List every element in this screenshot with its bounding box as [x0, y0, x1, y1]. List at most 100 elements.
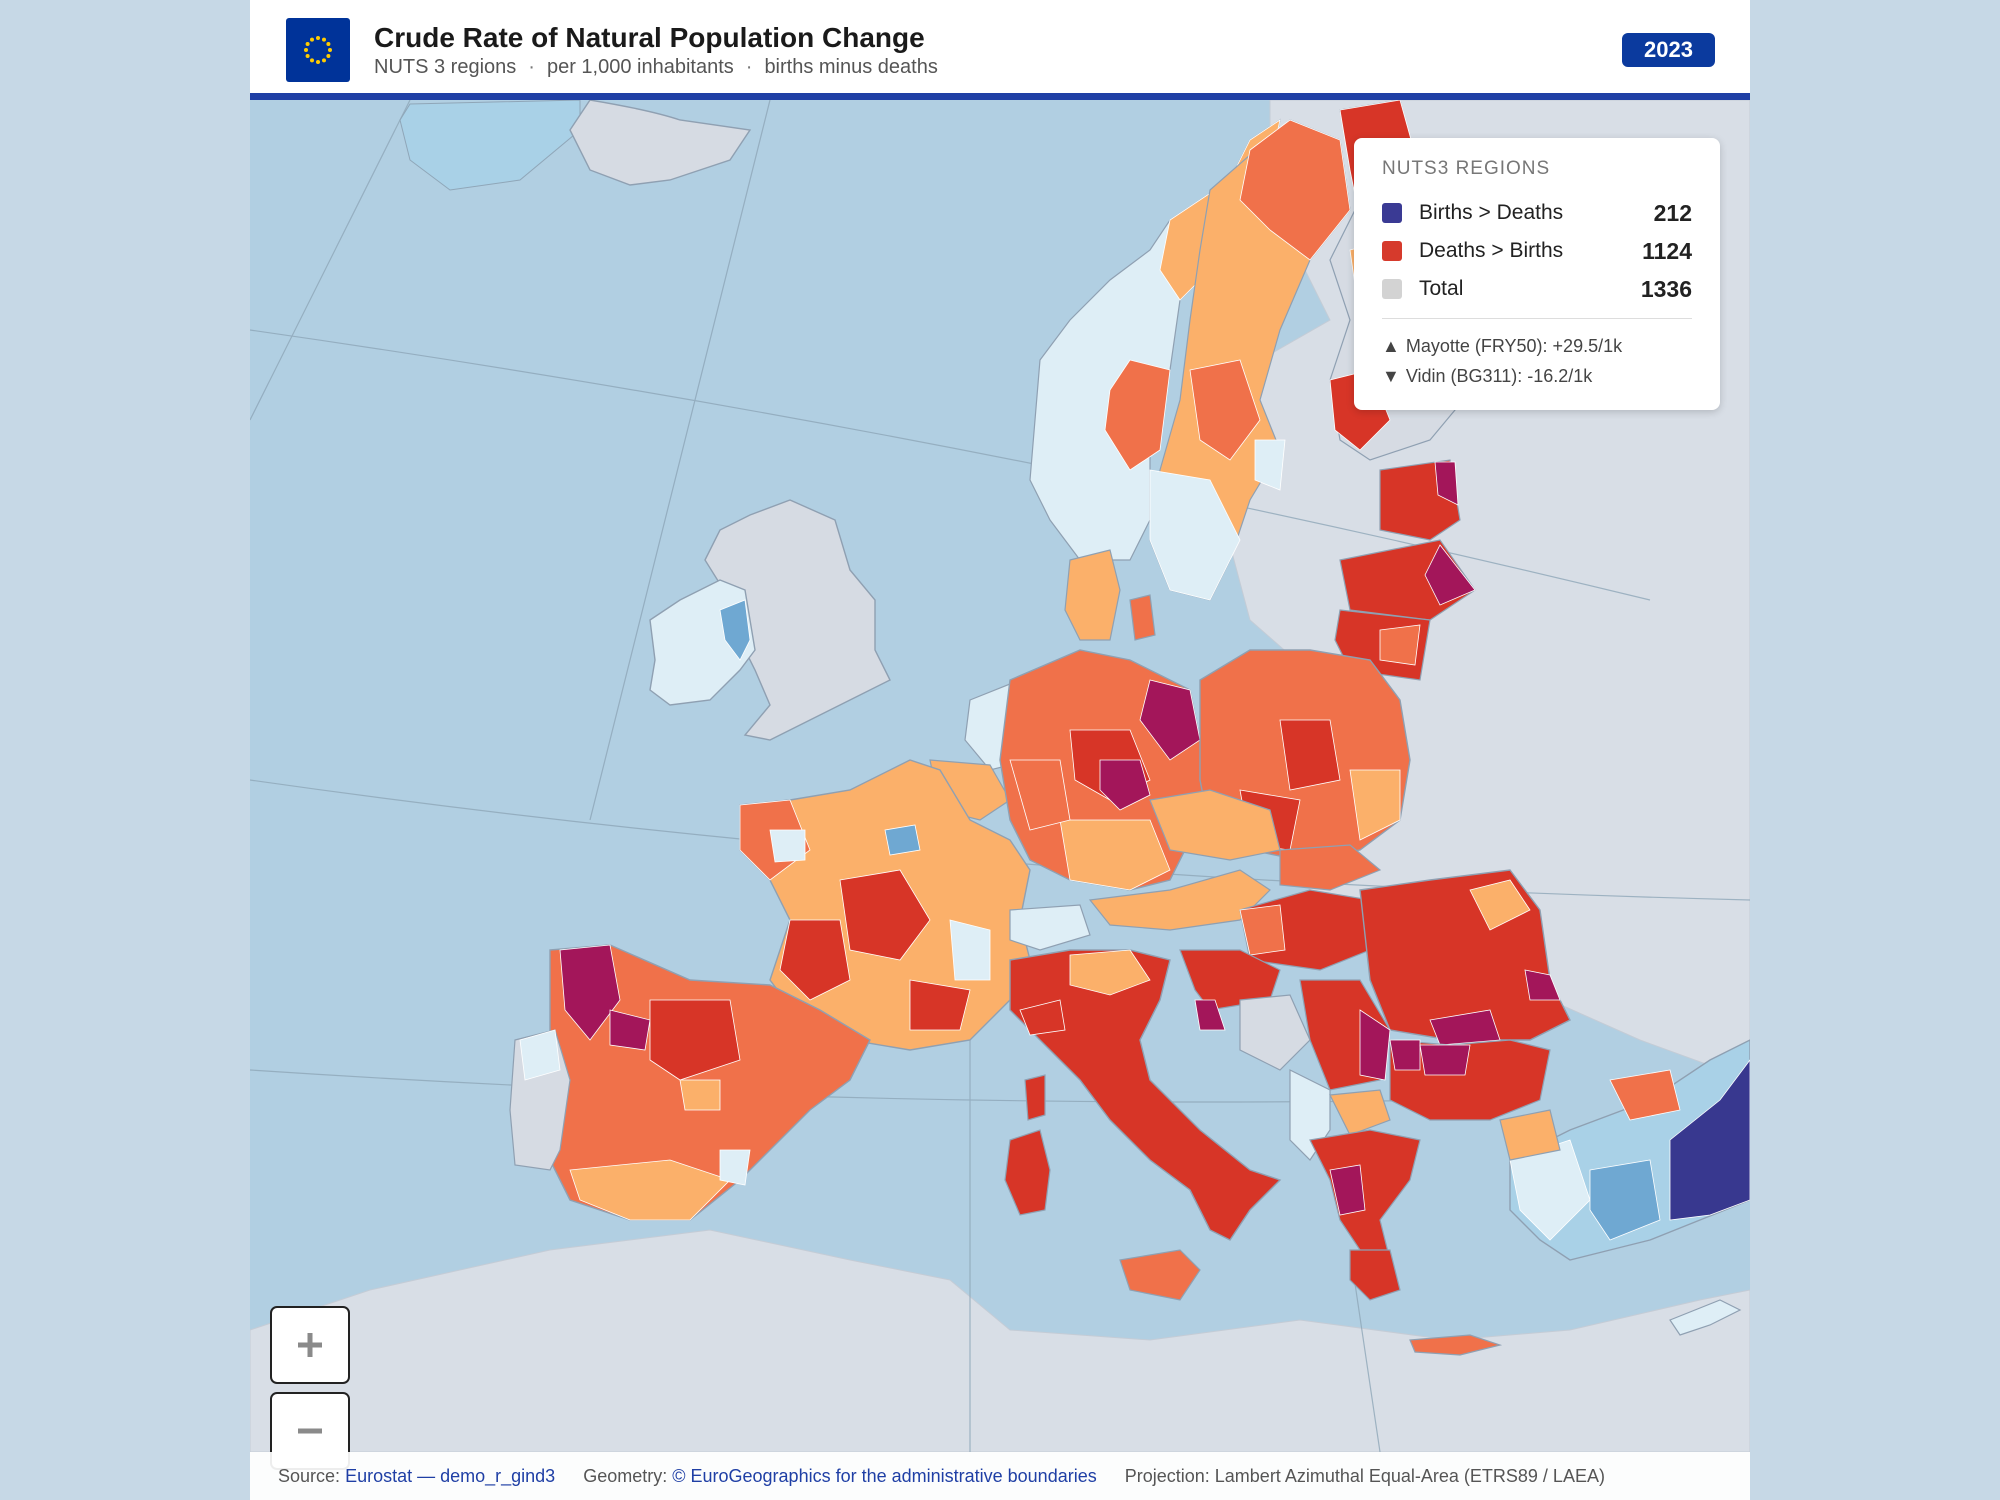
legend-divider [1382, 318, 1692, 319]
region-sicily [1119, 1249, 1201, 1301]
region-estonia-east [1434, 461, 1459, 506]
legend-count: 1124 [1642, 237, 1692, 264]
region-castile [649, 999, 741, 1081]
region-murcia [719, 1149, 751, 1186]
zoom-in-button[interactable] [270, 1306, 350, 1384]
footer-geometry-label: Geometry: [583, 1465, 668, 1486]
region-dobrogea [1524, 969, 1561, 1001]
region-ireland-east [719, 599, 751, 661]
footer: Source: Eurostat — demo_r_gind3 Geometry… [250, 1452, 1750, 1500]
region-romania-south [1429, 1009, 1501, 1046]
legend-row-deaths: Deaths > Births 1124 [1382, 232, 1692, 270]
legend-row-births: Births > Deaths 212 [1382, 194, 1692, 232]
map-card: Crude Rate of Natural Population Change … [250, 0, 1750, 1500]
region-brittany [769, 829, 806, 863]
subtitle-scope: NUTS 3 regions [374, 56, 517, 78]
region-turkey-central [1589, 1159, 1661, 1241]
region-france-massif [909, 979, 971, 1031]
triangle-up-icon: ▲ [1382, 335, 1400, 356]
region-france-center [839, 869, 931, 961]
region-thrace [1499, 1109, 1561, 1161]
region-liguria [1019, 999, 1066, 1036]
footer-projection: Projection: Lambert Azimuthal Equal-Area… [1124, 1465, 1605, 1486]
region-ile-de-france [884, 824, 921, 856]
non-eu-land-africa [250, 1229, 1750, 1452]
subtitle-definition: births minus deaths [764, 56, 938, 78]
region-norway-mid [1104, 359, 1171, 471]
region-bulgaria-northwest [1419, 1044, 1471, 1076]
subtitle-unit: per 1,000 inhabitants [546, 56, 734, 78]
region-romania-north [1469, 879, 1531, 931]
region-turkey-north [1609, 1069, 1681, 1121]
region-germany-east [1139, 679, 1201, 761]
footer-geometry: Geometry: © EuroGeographics for the admi… [583, 1466, 1097, 1487]
legend-swatch-total [1382, 279, 1402, 299]
region-stockholm [1254, 439, 1286, 491]
legend-count: 212 [1653, 199, 1692, 226]
region-crete [1409, 1334, 1503, 1356]
footer-source-link[interactable]: Eurostat — demo_r_gind3 [345, 1465, 556, 1486]
greenland-region [399, 100, 581, 191]
region-croatia-coast [1194, 999, 1226, 1031]
triangle-down-icon: ▼ [1382, 365, 1400, 386]
legend-title: NUTS3 REGIONS [1382, 158, 1551, 179]
region-uk [569, 100, 752, 186]
legend-min-text: Vidin (BG311): -16.2/1k [1405, 365, 1593, 386]
region-slovakia [1279, 844, 1382, 891]
region-galicia [559, 944, 621, 1041]
region-serbia-east [1359, 1009, 1391, 1081]
legend-count: 1336 [1640, 275, 1692, 302]
region-cyprus [1669, 1299, 1742, 1336]
region-sweden-mid [1189, 359, 1261, 461]
footer-source-label: Source: [278, 1465, 341, 1486]
legend-label: Deaths > Births [1419, 239, 1564, 262]
region-turkey-east [1669, 1059, 1750, 1221]
footer-source: Source: Eurostat — demo_r_gind3 [278, 1466, 555, 1487]
region-bavaria [1059, 819, 1171, 891]
header: Crude Rate of Natural Population Change … [250, 0, 1750, 100]
region-latgale [1424, 544, 1476, 606]
region-bosnia [1239, 994, 1311, 1071]
region-france-southeast [949, 919, 991, 981]
region-corsica [1024, 1074, 1046, 1121]
region-hungary-west [1239, 904, 1286, 956]
region-denmark [1064, 549, 1121, 641]
region-italy [1009, 949, 1282, 1241]
region-greece-west [1329, 1164, 1366, 1216]
region-italy-north [1069, 949, 1151, 996]
page-title: Crude Rate of Natural Population Change [374, 22, 925, 53]
legend-row-total: Total 1336 [1382, 270, 1692, 308]
legend-label: Births > Deaths [1419, 201, 1564, 224]
region-sweden-north [1239, 119, 1351, 261]
year-badge[interactable]: 2023 [1622, 33, 1715, 67]
region-north-macedonia [1329, 1089, 1391, 1136]
region-madrid [679, 1079, 721, 1111]
minus-icon [298, 1428, 322, 1434]
region-switzerland [1009, 904, 1091, 951]
region-poland-east [1349, 769, 1401, 841]
region-portugal-north [519, 1029, 561, 1081]
region-andalusia [569, 1159, 731, 1221]
footer-geometry-link[interactable]: © EuroGeographics for the administrative… [672, 1465, 1097, 1486]
region-sweden-south [1149, 469, 1241, 601]
region-peloponnese [1349, 1249, 1401, 1301]
legend-label: Total [1419, 277, 1464, 300]
region-asturias [609, 1009, 651, 1051]
region-sardinia [1004, 1129, 1051, 1216]
region-vidin [1389, 1039, 1421, 1071]
region-austria [1088, 869, 1271, 931]
legend-max: ▲ Mayotte (FRY50): +29.5/1k [1382, 331, 1692, 361]
region-poland-central [1279, 719, 1341, 791]
region-turkey-west [1509, 1139, 1591, 1241]
region-great-britain [704, 499, 891, 741]
legend-max-text: Mayotte (FRY50): +29.5/1k [1405, 335, 1623, 356]
eu-flag-icon [286, 18, 350, 82]
page-subtitle: NUTS 3 regions · per 1,000 inhabitants · bir… [374, 56, 938, 78]
plus-icon [298, 1333, 322, 1357]
region-sjaelland [1129, 594, 1156, 641]
region-greece [1309, 1129, 1421, 1261]
legend-swatch-deaths [1382, 241, 1402, 261]
region-lithuania-south [1379, 624, 1421, 666]
region-thuringia [1099, 759, 1151, 811]
legend-panel: NUTS3 REGIONS Births > Deaths 212 Deaths… [1354, 138, 1720, 410]
